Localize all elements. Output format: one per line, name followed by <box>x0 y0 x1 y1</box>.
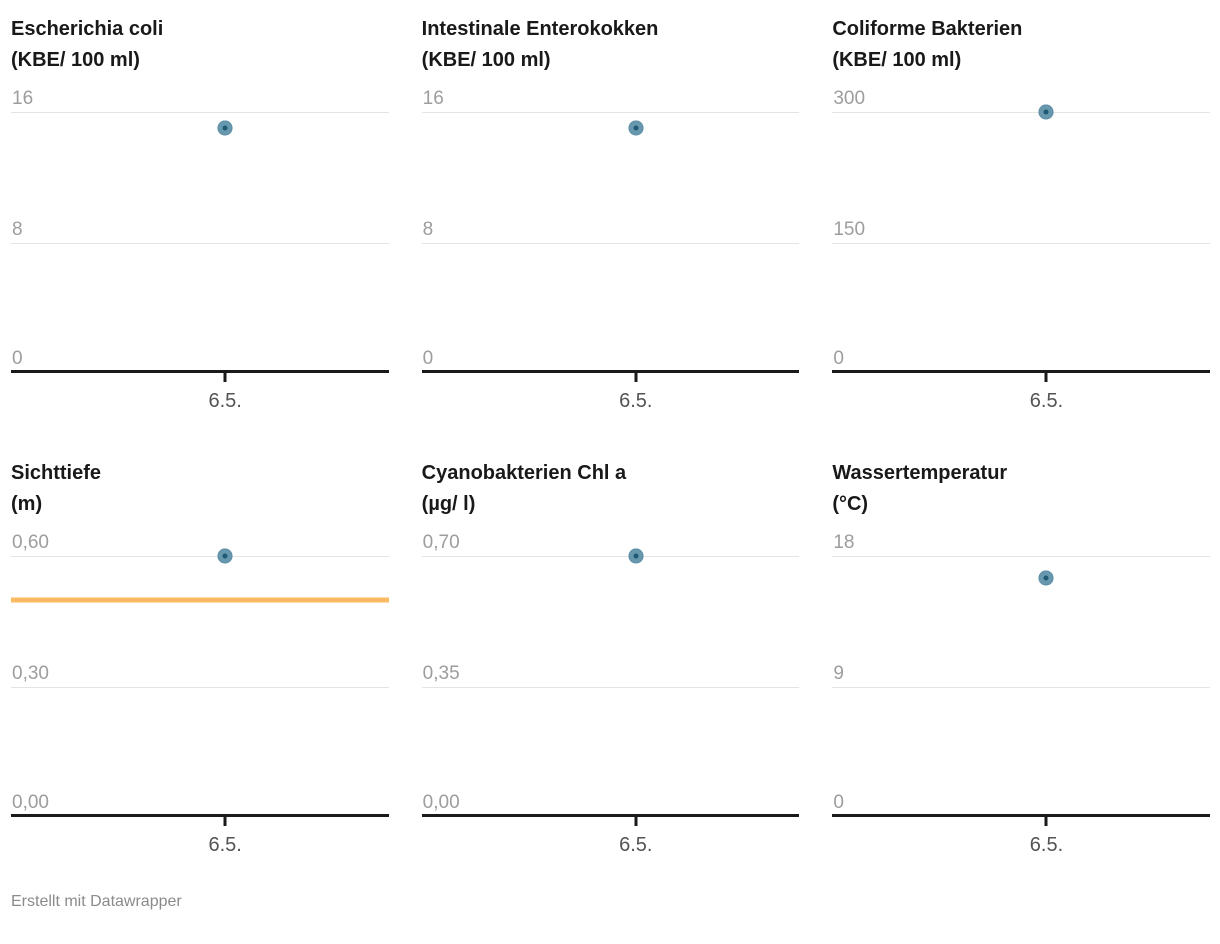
gridline-mid: 9 <box>832 664 1210 688</box>
x-axis-baseline: 0,00 <box>11 793 389 817</box>
x-axis-tick <box>223 373 227 382</box>
y-tick-mid: 0,30 <box>12 662 49 684</box>
x-tick-label: 6.5. <box>208 390 242 412</box>
data-point[interactable] <box>1038 570 1054 586</box>
panel-title: Escherichia coli (KBE/ 100 ml) <box>11 14 389 76</box>
plot-area: 16 8 0 6.5. <box>11 89 389 412</box>
panel-unit-text: (KBE/ 100 ml) <box>421 49 551 71</box>
data-point[interactable] <box>628 548 644 564</box>
x-axis-tick <box>1044 373 1048 382</box>
x-axis-baseline: 0 <box>832 793 1210 817</box>
chart-panel: Coliforme Bakterien (KBE/ 100 ml) 300 15… <box>832 14 1210 418</box>
data-point[interactable] <box>1038 104 1054 120</box>
panel-title-text: Cyanobakterien Chl a <box>421 462 627 484</box>
panel-unit-text: (KBE/ 100 ml) <box>832 49 962 71</box>
chart-panel: Cyanobakterien Chl a (µg/ l) 0,70 0,35 0… <box>421 458 800 862</box>
gridline-mid: 0,30 <box>11 664 389 688</box>
x-axis-baseline: 0 <box>421 349 800 373</box>
x-axis-tick <box>223 817 227 826</box>
x-axis-baseline: 0,00 <box>421 793 800 817</box>
y-tick-zero: 0,00 <box>422 792 460 813</box>
y-tick-top: 0,70 <box>422 532 460 553</box>
gridline-mid: 8 <box>11 220 389 244</box>
x-axis-baseline: 0 <box>11 349 389 373</box>
panel-title-text: Coliforme Bakterien <box>832 18 1023 40</box>
plot-area: 16 8 0 6.5. <box>421 89 800 412</box>
panel-unit-text: (m) <box>11 493 43 515</box>
y-tick-mid: 8 <box>422 218 434 240</box>
plot-area: 0,60 0,30 0,00 6.5. <box>11 533 389 856</box>
panel-title-text: Sichttiefe <box>11 462 102 484</box>
gridline-mid: 0,35 <box>421 664 800 688</box>
y-tick-zero: 0 <box>833 348 844 369</box>
panel-unit-text: (µg/ l) <box>421 493 476 515</box>
y-tick-top: 0,60 <box>12 532 49 553</box>
chart-panel: Sichttiefe (m) 0,60 0,30 0,00 6.5. <box>11 458 389 862</box>
gridline-top: 18 <box>832 533 1210 557</box>
panel-title-text: Intestinale Enterokokken <box>421 18 659 40</box>
chart-panel: Wassertemperatur (°C) 18 9 0 6.5. <box>832 458 1210 862</box>
y-tick-mid: 150 <box>833 218 866 240</box>
y-tick-zero: 0,00 <box>12 792 49 813</box>
chart-panel: Intestinale Enterokokken (KBE/ 100 ml) 1… <box>421 14 800 418</box>
panel-unit-text: (KBE/ 100 ml) <box>11 49 140 71</box>
credit-line: Erstellt mit Datawrapper <box>11 893 182 910</box>
data-point[interactable] <box>217 548 233 564</box>
y-tick-top: 18 <box>833 532 855 553</box>
panel-title-text: Escherichia coli <box>11 18 164 40</box>
panel-title: Intestinale Enterokokken (KBE/ 100 ml) <box>422 14 800 76</box>
panel-title: Sichttiefe (m) <box>11 458 389 520</box>
panel-title: Wassertemperatur (°C) <box>832 458 1210 520</box>
plot-area: 300 150 0 6.5. <box>832 89 1210 412</box>
data-point[interactable] <box>628 120 644 136</box>
x-axis-baseline: 0 <box>832 349 1210 373</box>
x-axis-tick <box>634 817 638 826</box>
y-tick-mid: 9 <box>833 662 844 684</box>
chart-panel: Escherichia coli (KBE/ 100 ml) 16 8 0 6.… <box>11 14 389 418</box>
x-tick-label: 6.5. <box>619 834 653 856</box>
threshold-line <box>11 597 389 602</box>
gridline-mid: 8 <box>421 220 800 244</box>
gridline-top: 0,70 <box>421 533 800 557</box>
y-tick-top: 16 <box>12 88 34 109</box>
x-tick-label: 6.5. <box>208 834 242 856</box>
x-tick-label: 6.5. <box>619 390 653 412</box>
panel-title: Coliforme Bakterien (KBE/ 100 ml) <box>832 14 1210 76</box>
y-tick-top: 300 <box>833 88 866 109</box>
x-tick-label: 6.5. <box>1029 390 1064 412</box>
y-tick-zero: 0 <box>833 792 844 813</box>
panel-unit-text: (°C) <box>832 493 869 515</box>
panel-title: Cyanobakterien Chl a (µg/ l) <box>422 458 800 520</box>
y-tick-zero: 0 <box>12 348 23 369</box>
plot-area: 18 9 0 6.5. <box>832 533 1210 856</box>
y-tick-top: 16 <box>422 88 444 109</box>
panel-title-text: Wassertemperatur <box>832 462 1008 484</box>
y-tick-zero: 0 <box>422 348 434 369</box>
gridline-top: 0,60 <box>11 533 389 557</box>
gridline-top: 300 <box>832 89 1210 113</box>
x-axis-tick <box>634 373 638 382</box>
gridline-top: 16 <box>11 89 389 113</box>
y-tick-mid: 8 <box>12 218 23 240</box>
gridline-top: 16 <box>421 89 800 113</box>
data-point[interactable] <box>217 120 233 136</box>
y-tick-mid: 0,35 <box>422 662 460 684</box>
plot-area: 0,70 0,35 0,00 6.5. <box>421 533 800 856</box>
x-tick-label: 6.5. <box>1029 834 1064 856</box>
small-multiples-grid: Escherichia coli (KBE/ 100 ml) 16 8 0 6.… <box>11 14 1210 862</box>
gridline-mid: 150 <box>832 220 1210 244</box>
x-axis-tick <box>1044 817 1048 826</box>
